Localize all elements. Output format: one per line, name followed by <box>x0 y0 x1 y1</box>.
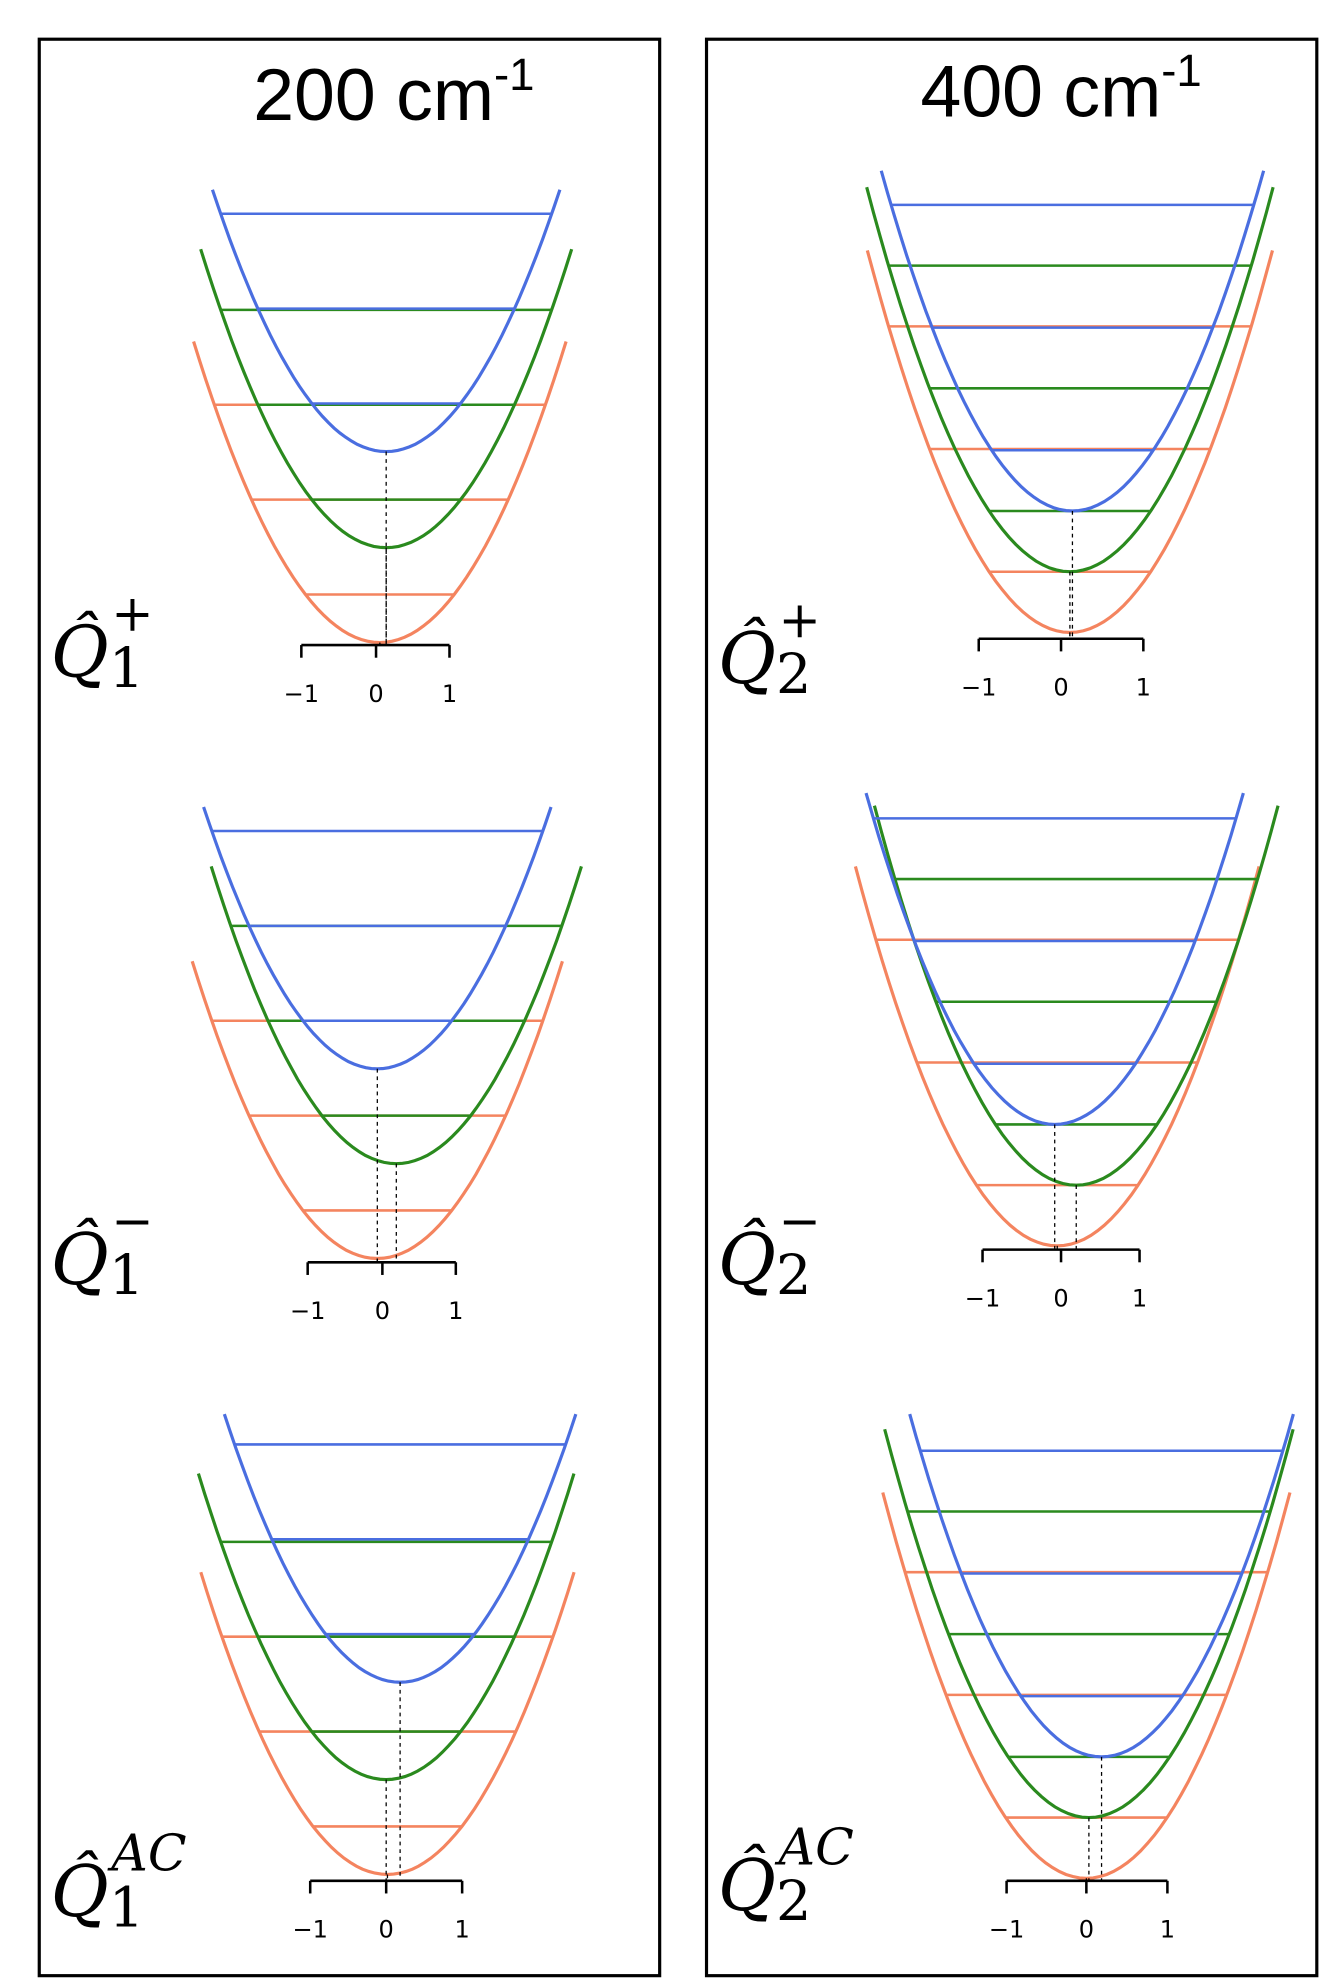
potential-curve <box>196 1473 576 1782</box>
potential-curve <box>865 186 1275 574</box>
label-subscript: 1 <box>109 1875 144 1940</box>
tick-label: 0 <box>379 1916 394 1944</box>
label-symbol: Q̂ <box>51 1218 109 1301</box>
tick-label: −1 <box>284 680 319 708</box>
label-subscript: 1 <box>109 1243 144 1308</box>
panel-title: 400 cm-1 <box>920 45 1201 132</box>
mode-label: Q̂1+ <box>51 584 154 701</box>
tick-label: 1 <box>1160 1916 1175 1944</box>
potential-curve <box>908 1413 1295 1759</box>
potential-curve <box>222 1413 578 1684</box>
panel-title: 200 cm-1 <box>253 49 534 136</box>
panel-frame <box>37 37 662 1978</box>
title-superscript: -1 <box>494 49 535 100</box>
mode-label: Q̂2+ <box>718 591 821 708</box>
potential-curve <box>881 1492 1292 1880</box>
tick-label: 0 <box>368 680 383 708</box>
label-symbol: Q̂ <box>718 1218 776 1301</box>
label-subscript: 2 <box>776 1869 811 1934</box>
potential-curve <box>199 248 574 550</box>
label-superscript: + <box>111 584 153 643</box>
mode-label: Q̂1− <box>51 1191 154 1308</box>
potential-curve <box>872 805 1280 1187</box>
label-subscript: 1 <box>109 636 144 701</box>
title-superscript: -1 <box>1161 45 1202 96</box>
label-superscript: AC <box>107 1824 186 1883</box>
panel-frame <box>704 37 1319 1978</box>
tick-label: 0 <box>1053 1285 1068 1313</box>
label-symbol: Q̂ <box>718 1844 776 1927</box>
label-subscript: 2 <box>776 1243 811 1308</box>
potential-curve <box>210 189 562 454</box>
potential-curve <box>199 1571 576 1877</box>
label-symbol: Q̂ <box>718 617 776 700</box>
tick-label: 1 <box>442 680 457 708</box>
tick-label: −1 <box>965 1285 1000 1313</box>
tick-label: 0 <box>1079 1916 1094 1944</box>
tick-label: −1 <box>292 1916 327 1944</box>
potential-curve <box>202 806 553 1071</box>
label-superscript: + <box>779 591 821 650</box>
tick-label: 1 <box>448 1297 463 1325</box>
label-superscript: AC <box>775 1817 854 1876</box>
mode-label: Q̂2AC <box>718 1817 854 1934</box>
potential-curve <box>883 1428 1295 1820</box>
tick-label: 1 <box>1132 1285 1147 1313</box>
mode-label: Q̂1AC <box>51 1824 187 1941</box>
tick-label: 0 <box>375 1297 390 1325</box>
label-superscript: − <box>779 1191 821 1250</box>
mode-label: Q̂2− <box>718 1191 821 1308</box>
label-symbol: Q̂ <box>51 1850 109 1933</box>
tick-label: 1 <box>1136 674 1151 702</box>
potential-curve <box>209 865 583 1166</box>
label-superscript: − <box>111 1191 153 1250</box>
potential-curve <box>853 866 1261 1248</box>
title-text: 200 cm <box>253 54 494 136</box>
title-text: 400 cm <box>920 50 1161 132</box>
tick-label: −1 <box>290 1297 325 1325</box>
tick-label: −1 <box>961 674 996 702</box>
label-subscript: 2 <box>776 642 811 707</box>
tick-label: 0 <box>1053 674 1068 702</box>
label-symbol: Q̂ <box>51 611 109 694</box>
tick-label: 1 <box>454 1916 469 1944</box>
tick-label: −1 <box>989 1916 1024 1944</box>
